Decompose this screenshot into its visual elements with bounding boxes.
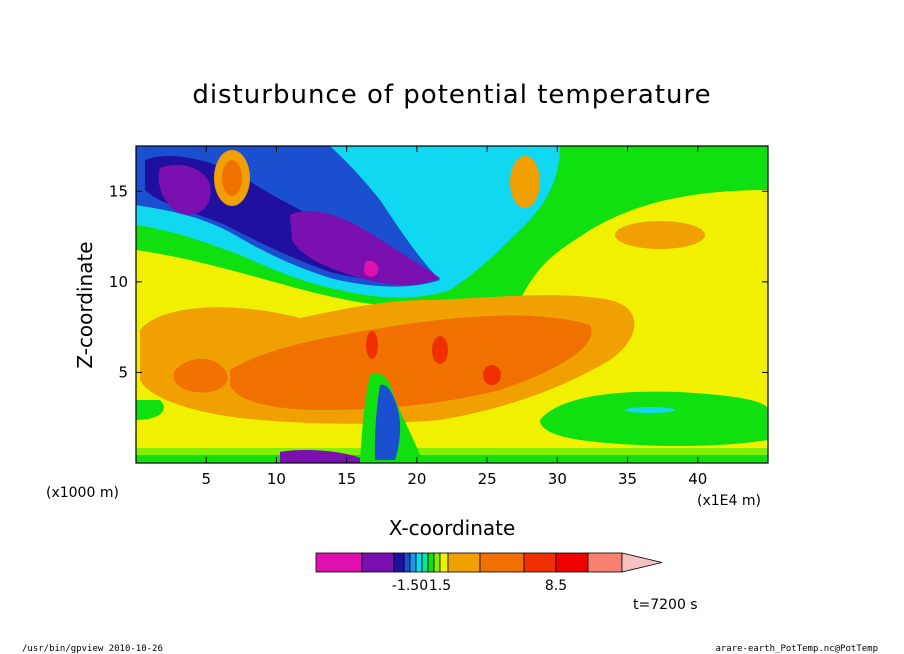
x-tick-label: 40 <box>688 470 707 488</box>
colorbar-label: -1.50 <box>392 578 428 594</box>
x-tick-label: 10 <box>267 470 286 488</box>
colorbar-swatch <box>403 552 411 573</box>
x-tick-label: 30 <box>548 470 567 488</box>
region-red-peak-a <box>366 331 378 359</box>
colorbar-swatch <box>433 552 441 573</box>
x-tick-label: 5 <box>201 470 211 488</box>
y-tick-label: 10 <box>109 273 128 291</box>
colorbar-extension <box>621 552 663 573</box>
chart-title: disturbunce of potential temperature <box>192 80 711 110</box>
colorbar-swatch <box>315 552 363 573</box>
x-axis-ticks: 5 10 15 20 25 30 35 40 <box>201 146 707 488</box>
colorbar-swatch <box>523 552 557 573</box>
plot-frame <box>135 145 769 464</box>
colorbar-swatch <box>409 552 417 573</box>
x-axis-label: X-coordinate <box>389 516 516 540</box>
colorbar-swatch <box>479 552 525 573</box>
region-red-peak-b <box>432 336 448 364</box>
y-tick-label: 15 <box>109 182 128 200</box>
region-magenta-min <box>364 260 379 277</box>
region-purple-center <box>290 210 440 286</box>
x-tick-label: 15 <box>337 470 356 488</box>
x-tick-label: 35 <box>618 470 637 488</box>
colorbar-swatch <box>415 552 423 573</box>
x-scale-note: (x1E4 m) <box>697 493 761 509</box>
region-orange-upper-mid <box>510 156 540 208</box>
colorbar-swatch <box>361 552 395 573</box>
region-darkorange-mid <box>230 315 592 410</box>
colorbar-swatch <box>393 552 405 573</box>
colorbar-swatch <box>555 552 589 573</box>
y-axis-label: Z-coordinate <box>73 241 97 368</box>
x-tick-label: 25 <box>478 470 497 488</box>
footer-left: /usr/bin/gpview 2010-10-26 <box>22 644 163 654</box>
x-unit-label: (x1000 m) <box>46 485 119 501</box>
colorbar-swatch <box>439 552 449 573</box>
colorbar: -1.50 1.5 8.5 <box>315 552 663 594</box>
x-tick-label: 20 <box>407 470 426 488</box>
colorbar-label: 8.5 <box>545 578 567 594</box>
footer-right: arare-earth_PotTemp.nc@PotTemp <box>715 644 878 654</box>
colorbar-label: 1.5 <box>429 578 451 594</box>
contour-field <box>136 146 768 463</box>
colorbar-swatch <box>421 552 429 573</box>
y-tick-label: 5 <box>118 363 128 381</box>
colorbar-swatch <box>447 552 481 573</box>
region-green-lower-right <box>540 391 768 446</box>
region-orange-upper-right <box>615 221 705 249</box>
colorbar-swatch <box>587 552 623 573</box>
region-purple-left <box>158 164 211 215</box>
region-red-peak-c <box>483 365 501 385</box>
colorbar-swatch <box>427 552 435 573</box>
time-label: t=7200 s <box>633 597 698 613</box>
y-axis-ticks: 5 10 15 <box>109 182 768 381</box>
